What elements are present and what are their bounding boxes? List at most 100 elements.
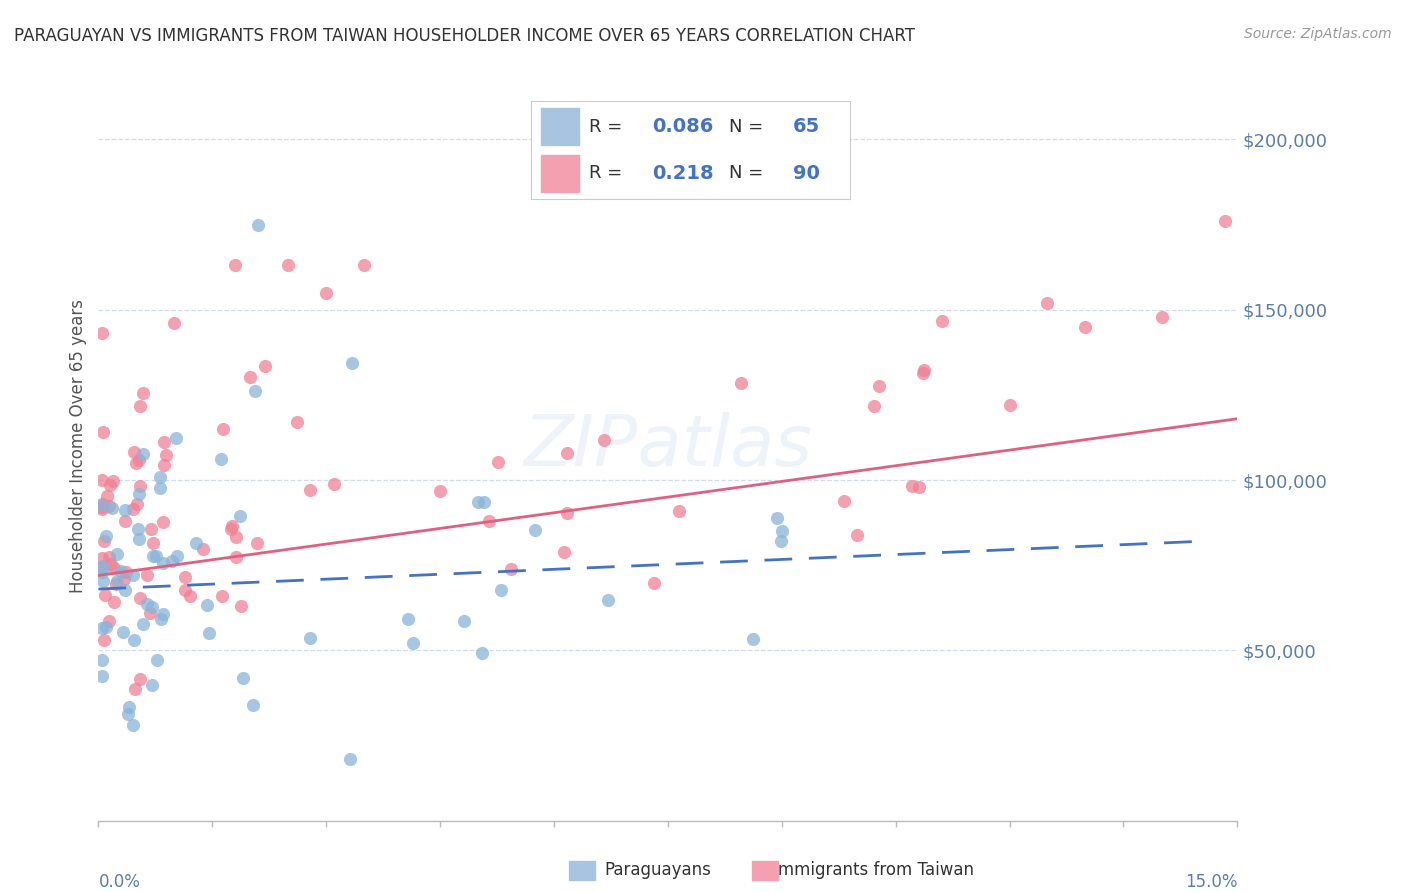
Point <box>105 547 128 561</box>
Point <box>132 617 155 632</box>
Point <box>142 549 165 563</box>
Point <box>1150 310 1173 324</box>
Point <box>471 646 494 660</box>
Point <box>132 446 155 460</box>
Point <box>730 376 752 391</box>
Point <box>229 599 252 614</box>
Point <box>131 386 153 401</box>
Point <box>91 561 114 575</box>
Point <box>97 500 120 514</box>
Point <box>593 434 616 448</box>
Point <box>153 458 176 472</box>
Point <box>91 653 114 667</box>
Text: Source: ZipAtlas.com: Source: ZipAtlas.com <box>1244 27 1392 41</box>
Point <box>111 625 134 640</box>
Point <box>129 479 152 493</box>
Point <box>91 425 114 439</box>
Point <box>173 570 195 584</box>
Point <box>93 574 115 589</box>
Point <box>91 498 114 512</box>
Point <box>299 631 322 645</box>
Point <box>931 314 953 328</box>
Point <box>486 455 509 469</box>
Point <box>598 592 620 607</box>
Point <box>396 612 419 626</box>
Point <box>195 598 218 612</box>
Point <box>315 285 337 300</box>
Point <box>128 487 150 501</box>
Point <box>118 700 141 714</box>
Point <box>149 481 172 495</box>
Point <box>766 511 789 525</box>
Point <box>141 522 163 536</box>
Point <box>239 370 262 384</box>
Point <box>846 527 869 541</box>
Text: Paraguayans: Paraguayans <box>605 861 711 879</box>
Point <box>467 495 489 509</box>
Point <box>100 557 122 571</box>
Point <box>232 671 254 685</box>
Point <box>128 399 150 413</box>
Point <box>769 534 792 549</box>
Point <box>135 568 157 582</box>
Point <box>91 550 114 565</box>
Point <box>97 614 120 628</box>
Text: PARAGUAYAN VS IMMIGRANTS FROM TAIWAN HOUSEHOLDER INCOME OVER 65 YEARS CORRELATIO: PARAGUAYAN VS IMMIGRANTS FROM TAIWAN HOU… <box>14 27 915 45</box>
Point <box>277 259 299 273</box>
Point <box>91 326 114 340</box>
Point <box>129 591 152 606</box>
Point <box>862 399 884 413</box>
Point <box>110 564 132 578</box>
Point <box>402 636 425 650</box>
Point <box>91 473 114 487</box>
Point <box>1036 296 1059 310</box>
Point <box>224 259 246 273</box>
Point <box>94 620 117 634</box>
Point <box>643 575 665 590</box>
Point <box>229 509 252 524</box>
Point <box>353 259 375 273</box>
Point <box>453 614 475 628</box>
Point <box>142 536 165 550</box>
Point <box>212 422 235 436</box>
Point <box>499 561 522 575</box>
Point <box>146 653 169 667</box>
Point <box>98 477 121 491</box>
Point <box>93 533 115 548</box>
Text: ZIPatlas: ZIPatlas <box>523 411 813 481</box>
Point <box>242 698 264 713</box>
Point <box>523 523 546 537</box>
Point <box>472 494 495 508</box>
Point <box>91 501 114 516</box>
Point <box>91 669 114 683</box>
Point <box>254 359 277 374</box>
Point <box>912 363 935 377</box>
Point <box>122 567 145 582</box>
Point <box>114 514 136 528</box>
Point <box>103 595 125 609</box>
Y-axis label: Householder Income Over 65 years: Householder Income Over 65 years <box>69 299 87 593</box>
Point <box>152 435 174 450</box>
Point <box>299 483 322 498</box>
Point <box>128 453 150 467</box>
Point <box>219 522 242 536</box>
Point <box>103 561 125 575</box>
Point <box>179 590 201 604</box>
Point <box>555 506 578 520</box>
Point <box>246 535 269 549</box>
Point <box>124 681 146 696</box>
Point <box>115 566 138 580</box>
Point <box>94 528 117 542</box>
Point <box>1213 213 1236 227</box>
Point <box>555 446 578 460</box>
Point <box>93 632 115 647</box>
Point <box>127 522 149 536</box>
Point <box>225 530 247 544</box>
Point <box>104 577 127 591</box>
Point <box>94 588 117 602</box>
Point <box>209 452 232 467</box>
Point <box>136 597 159 611</box>
Point <box>96 489 118 503</box>
Point <box>668 504 690 518</box>
Point <box>139 606 162 620</box>
